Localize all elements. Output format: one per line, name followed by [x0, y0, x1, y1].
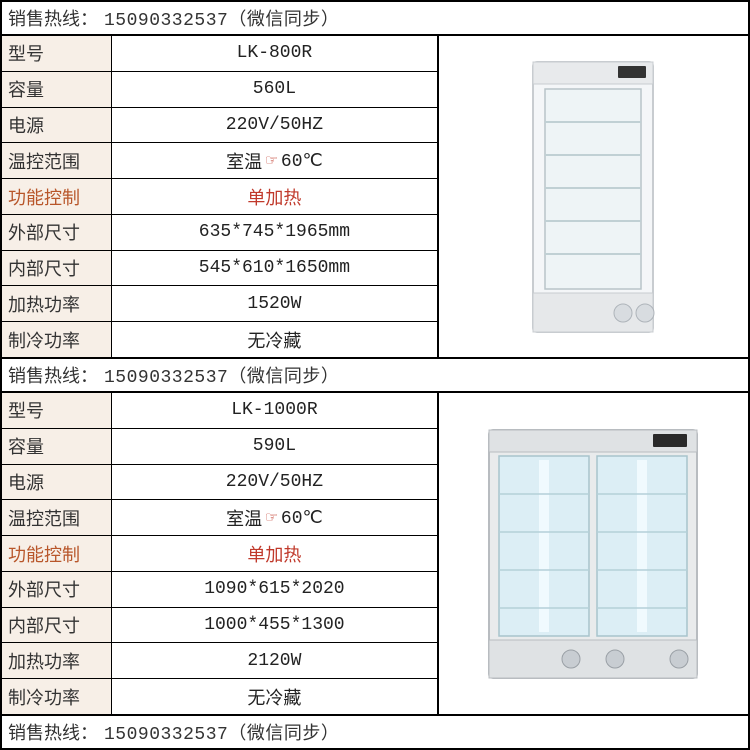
- hotline-value: 15090332537（微信同步）: [104, 5, 339, 31]
- spec-row-model: 型号 LK-800R: [2, 36, 437, 72]
- spec-row-outerdim: 外部尺寸 1090*615*2020: [2, 572, 437, 608]
- product-image-cell: [437, 393, 748, 714]
- label-func: 功能控制: [2, 536, 112, 571]
- value-func: 单加热: [112, 536, 437, 571]
- hotline-label: 销售热线：: [8, 719, 98, 745]
- spec-row-temp: 温控范围 室温 ☞ 60℃: [2, 143, 437, 179]
- spec-row-coolpower: 制冷功率 无冷藏: [2, 322, 437, 357]
- product-block: 型号 LK-1000R 容量 590L 电源 220V/50HZ 温控范围 室温…: [2, 393, 748, 716]
- product-image-cell: [437, 36, 748, 357]
- arrow-icon: ☞: [266, 150, 277, 172]
- label-coolpower: 制冷功率: [2, 679, 112, 714]
- spec-row-temp: 温控范围 室温 ☞ 60℃: [2, 500, 437, 536]
- value-power: 220V/50HZ: [112, 108, 437, 143]
- label-temp: 温控范围: [2, 500, 112, 535]
- spec-row-model: 型号 LK-1000R: [2, 393, 437, 429]
- label-temp: 温控范围: [2, 143, 112, 178]
- spec-column: 型号 LK-1000R 容量 590L 电源 220V/50HZ 温控范围 室温…: [2, 393, 437, 714]
- hotline-row: 销售热线： 15090332537（微信同步）: [2, 2, 748, 36]
- spec-row-coolpower: 制冷功率 无冷藏: [2, 679, 437, 714]
- temp-suffix: 60℃: [281, 150, 323, 172]
- label-innerdim: 内部尺寸: [2, 251, 112, 286]
- temp-prefix: 室温: [226, 148, 262, 174]
- value-heatpower: 2120W: [112, 643, 437, 678]
- temp-suffix: 60℃: [281, 507, 323, 529]
- spec-row-capacity: 容量 590L: [2, 429, 437, 465]
- spec-row-capacity: 容量 560L: [2, 72, 437, 108]
- arrow-icon: ☞: [266, 507, 277, 529]
- hotline-value: 15090332537（微信同步）: [104, 719, 339, 745]
- value-capacity: 560L: [112, 72, 437, 107]
- label-model: 型号: [2, 393, 112, 428]
- spec-row-heatpower: 加热功率 1520W: [2, 286, 437, 322]
- hotline-row: 销售热线： 15090332537（微信同步）: [2, 359, 748, 393]
- spec-row-func: 功能控制 单加热: [2, 179, 437, 215]
- value-model: LK-1000R: [112, 393, 437, 428]
- label-outerdim: 外部尺寸: [2, 572, 112, 607]
- value-temp: 室温 ☞ 60℃: [112, 143, 437, 178]
- cabinet-double-icon: [483, 424, 703, 684]
- label-innerdim: 内部尺寸: [2, 608, 112, 643]
- spec-row-outerdim: 外部尺寸 635*745*1965mm: [2, 215, 437, 251]
- label-capacity: 容量: [2, 429, 112, 464]
- value-capacity: 590L: [112, 429, 437, 464]
- hotline-label: 销售热线：: [8, 5, 98, 31]
- label-capacity: 容量: [2, 72, 112, 107]
- value-temp: 室温 ☞ 60℃: [112, 500, 437, 535]
- value-power: 220V/50HZ: [112, 465, 437, 500]
- value-heatpower: 1520W: [112, 286, 437, 321]
- label-power: 电源: [2, 465, 112, 500]
- temp-prefix: 室温: [226, 505, 262, 531]
- spec-sheet: 销售热线： 15090332537（微信同步） 型号 LK-800R 容量 56…: [0, 0, 750, 750]
- value-outerdim: 1090*615*2020: [112, 572, 437, 607]
- label-heatpower: 加热功率: [2, 643, 112, 678]
- label-outerdim: 外部尺寸: [2, 215, 112, 250]
- cabinet-single-icon: [523, 57, 663, 337]
- value-innerdim: 1000*455*1300: [112, 608, 437, 643]
- value-coolpower: 无冷藏: [112, 679, 437, 714]
- hotline-row: 销售热线： 15090332537（微信同步）: [2, 716, 748, 750]
- value-func: 单加热: [112, 179, 437, 214]
- label-power: 电源: [2, 108, 112, 143]
- label-model: 型号: [2, 36, 112, 71]
- spec-column: 型号 LK-800R 容量 560L 电源 220V/50HZ 温控范围 室温 …: [2, 36, 437, 357]
- spec-row-power: 电源 220V/50HZ: [2, 465, 437, 501]
- label-heatpower: 加热功率: [2, 286, 112, 321]
- label-coolpower: 制冷功率: [2, 322, 112, 357]
- value-innerdim: 545*610*1650mm: [112, 251, 437, 286]
- value-outerdim: 635*745*1965mm: [112, 215, 437, 250]
- spec-row-heatpower: 加热功率 2120W: [2, 643, 437, 679]
- label-func: 功能控制: [2, 179, 112, 214]
- spec-row-innerdim: 内部尺寸 545*610*1650mm: [2, 251, 437, 287]
- spec-row-func: 功能控制 单加热: [2, 536, 437, 572]
- spec-row-innerdim: 内部尺寸 1000*455*1300: [2, 608, 437, 644]
- spec-row-power: 电源 220V/50HZ: [2, 108, 437, 144]
- hotline-value: 15090332537（微信同步）: [104, 362, 339, 388]
- hotline-label: 销售热线：: [8, 362, 98, 388]
- product-block: 型号 LK-800R 容量 560L 电源 220V/50HZ 温控范围 室温 …: [2, 36, 748, 359]
- value-model: LK-800R: [112, 36, 437, 71]
- value-coolpower: 无冷藏: [112, 322, 437, 357]
